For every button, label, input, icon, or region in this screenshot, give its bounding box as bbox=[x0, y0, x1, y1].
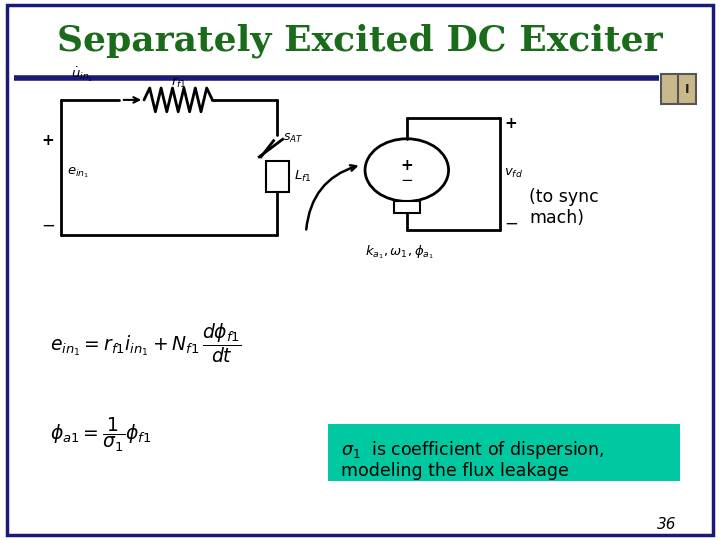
Bar bbox=[266, 161, 289, 192]
Text: 36: 36 bbox=[657, 517, 677, 532]
Text: +: + bbox=[42, 133, 55, 148]
Text: modeling the flux leakage: modeling the flux leakage bbox=[341, 462, 568, 481]
Text: I: I bbox=[685, 83, 689, 96]
Text: +: + bbox=[504, 116, 517, 131]
FancyBboxPatch shape bbox=[328, 424, 680, 481]
Text: $e_{in_1} = r_{f1}i_{in_1} + N_{f1}\,\dfrac{d\phi_{f1}}{dt}$: $e_{in_1} = r_{f1}i_{in_1} + N_{f1}\,\df… bbox=[50, 321, 243, 365]
Text: −: − bbox=[504, 215, 518, 233]
Text: $L_{f1}$: $L_{f1}$ bbox=[294, 169, 312, 184]
Text: +: + bbox=[400, 158, 413, 173]
Text: $\sigma_1$  is coefficient of dispersion,: $\sigma_1$ is coefficient of dispersion, bbox=[341, 439, 604, 461]
Text: $s_{AT}$: $s_{AT}$ bbox=[283, 132, 303, 145]
Text: $r_{f1}$: $r_{f1}$ bbox=[171, 76, 186, 90]
Text: (to sync
mach): (to sync mach) bbox=[529, 188, 599, 227]
Text: $v_{fd}$: $v_{fd}$ bbox=[504, 167, 523, 180]
Text: −: − bbox=[400, 173, 413, 188]
Bar bbox=[394, 201, 420, 213]
Text: Separately Excited DC Exciter: Separately Excited DC Exciter bbox=[57, 23, 663, 58]
Text: $k_{a_1}, \omega_1, \phi_{a_1}$: $k_{a_1}, \omega_1, \phi_{a_1}$ bbox=[365, 243, 434, 261]
Text: $\phi_{a1} = \dfrac{1}{\sigma_1}\phi_{f1}$: $\phi_{a1} = \dfrac{1}{\sigma_1}\phi_{f1… bbox=[50, 416, 152, 454]
Text: $\dot{u}_{in_1}$: $\dot{u}_{in_1}$ bbox=[71, 65, 93, 84]
Text: $e_{in_1}$: $e_{in_1}$ bbox=[67, 166, 89, 180]
FancyBboxPatch shape bbox=[661, 74, 696, 104]
Text: −: − bbox=[41, 216, 55, 234]
